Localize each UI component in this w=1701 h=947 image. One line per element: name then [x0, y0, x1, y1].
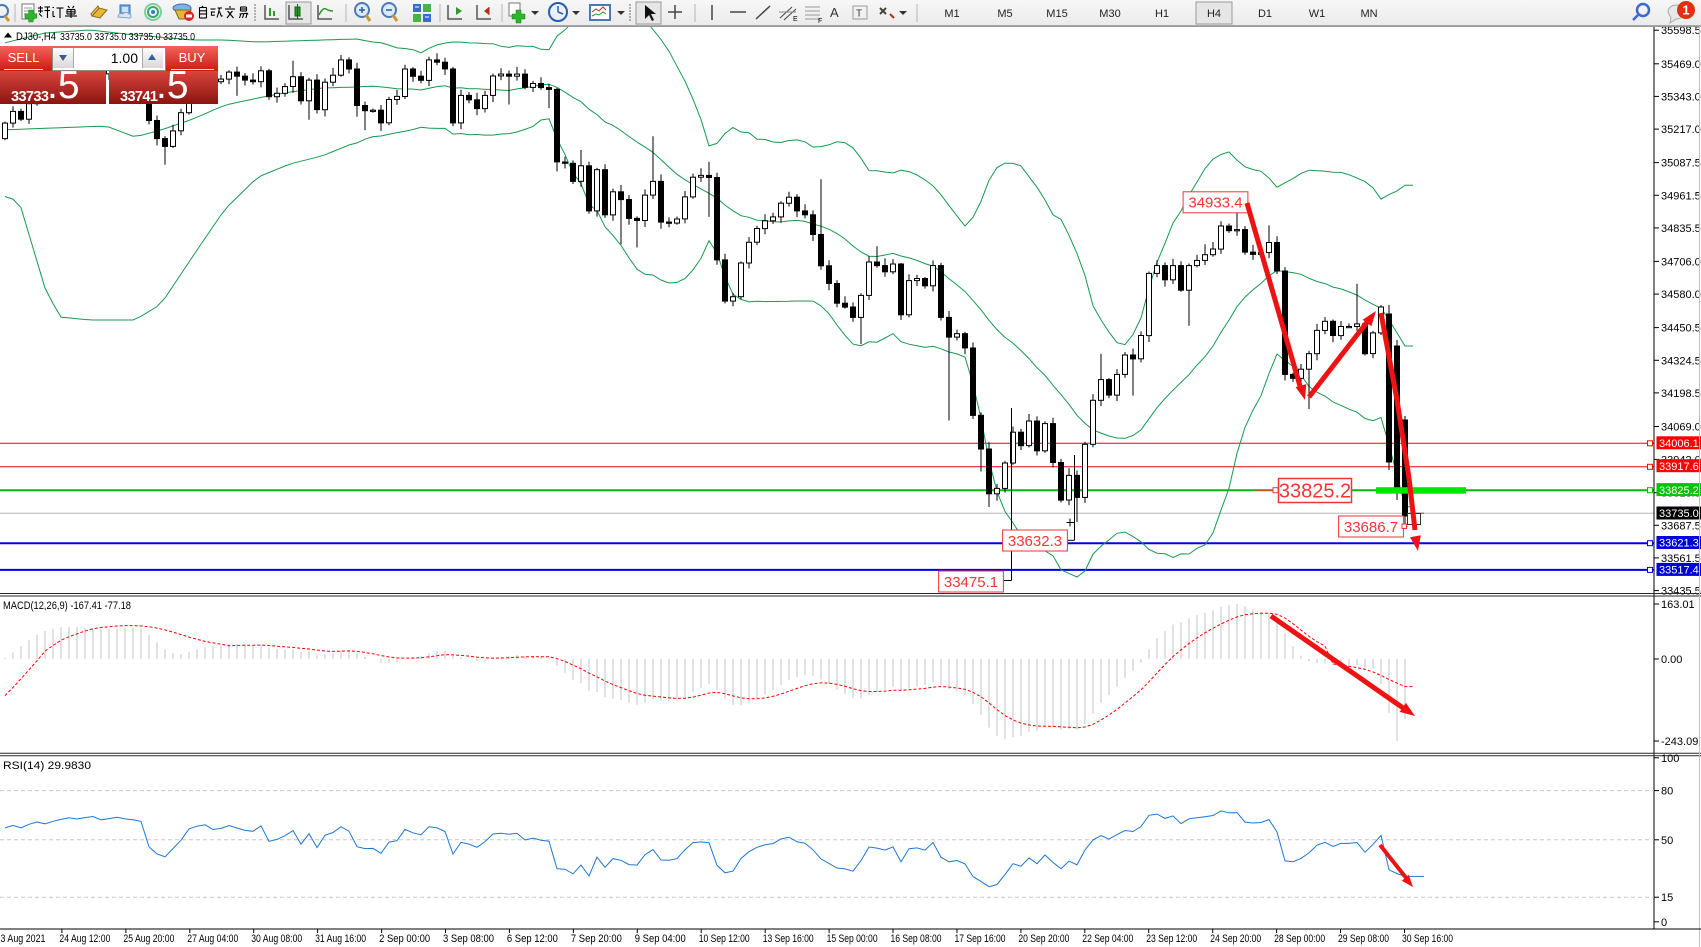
svg-text:27 Aug 04:00: 27 Aug 04:00	[187, 933, 238, 945]
svg-text:MN: MN	[1360, 8, 1377, 20]
svg-text:F: F	[818, 18, 822, 25]
svg-text:33735.0: 33735.0	[1659, 508, 1699, 520]
svg-text:35598.5: 35598.5	[1661, 26, 1701, 37]
svg-text:T: T	[856, 9, 862, 20]
svg-text:33917.6: 33917.6	[1659, 461, 1699, 473]
svg-text:H1: H1	[1155, 8, 1169, 20]
svg-text:34580.0: 34580.0	[1661, 289, 1701, 301]
svg-text:33686.7: 33686.7	[1344, 519, 1398, 536]
svg-text:33475.1: 33475.1	[944, 574, 998, 591]
svg-text:13 Sep 16:00: 13 Sep 16:00	[763, 933, 814, 945]
svg-text:33687.5: 33687.5	[1661, 520, 1701, 532]
svg-text:H4: H4	[1207, 8, 1221, 20]
svg-text:100: 100	[1661, 753, 1679, 765]
svg-text:80: 80	[1661, 786, 1673, 798]
svg-text:22 Sep 04:00: 22 Sep 04:00	[1082, 933, 1133, 945]
svg-text:24 Aug 12:00: 24 Aug 12:00	[59, 933, 110, 945]
svg-text:34450.5: 34450.5	[1661, 323, 1701, 335]
svg-text:A: A	[830, 5, 839, 20]
svg-text:M15: M15	[1046, 8, 1067, 20]
svg-text:17 Sep 16:00: 17 Sep 16:00	[955, 933, 1006, 945]
svg-text:0.00: 0.00	[1661, 654, 1682, 666]
svg-text:34961.5: 34961.5	[1661, 190, 1701, 202]
svg-text:35217.0: 35217.0	[1661, 124, 1701, 136]
svg-text:33621.3: 33621.3	[1659, 538, 1699, 550]
svg-text:30 Aug 08:00: 30 Aug 08:00	[251, 933, 302, 945]
svg-text:33435.5: 33435.5	[1661, 586, 1701, 598]
svg-text:33735.0 33735.0 33735.0 33735.: 33735.0 33735.0 33735.0 33735.0	[60, 31, 195, 43]
svg-text:34006.1: 34006.1	[1659, 438, 1699, 450]
svg-text:W1: W1	[1309, 8, 1326, 20]
svg-text:34706.0: 34706.0	[1661, 256, 1701, 268]
svg-text:20 Sep 20:00: 20 Sep 20:00	[1018, 933, 1069, 945]
svg-text:33825.2: 33825.2	[1279, 481, 1351, 503]
svg-text:M5: M5	[997, 8, 1012, 20]
svg-text:1: 1	[1682, 3, 1689, 18]
svg-text:7 Sep 20:00: 7 Sep 20:00	[571, 933, 622, 945]
svg-text:15 Sep 00:00: 15 Sep 00:00	[827, 933, 878, 945]
svg-text:33561.5: 33561.5	[1661, 553, 1701, 565]
svg-text:3 Sep 08:00: 3 Sep 08:00	[443, 933, 494, 945]
svg-text:35087.5: 35087.5	[1661, 158, 1701, 170]
svg-text:D1: D1	[1258, 8, 1272, 20]
svg-text:24 Sep 20:00: 24 Sep 20:00	[1210, 933, 1261, 945]
svg-text:34198.5: 34198.5	[1661, 388, 1701, 400]
svg-text:33517.4: 33517.4	[1659, 565, 1699, 577]
svg-text:34069.0: 34069.0	[1661, 422, 1701, 434]
svg-text:M30: M30	[1099, 8, 1120, 20]
svg-text:16 Sep 08:00: 16 Sep 08:00	[891, 933, 942, 945]
svg-text:50: 50	[1661, 835, 1673, 847]
svg-text:6 Sep 12:00: 6 Sep 12:00	[507, 933, 558, 945]
svg-text:35469.0: 35469.0	[1661, 59, 1701, 71]
svg-text:E: E	[793, 16, 798, 23]
svg-text:DJ30-,H4: DJ30-,H4	[16, 31, 56, 43]
svg-text:-243.09: -243.09	[1661, 736, 1698, 748]
svg-text:30 Sep 16:00: 30 Sep 16:00	[1402, 933, 1453, 945]
svg-text:34933.4: 34933.4	[1188, 195, 1242, 212]
svg-text:163.01: 163.01	[1661, 599, 1695, 611]
svg-text:23 Sep 12:00: 23 Sep 12:00	[1146, 933, 1197, 945]
svg-text:34835.5: 34835.5	[1661, 223, 1701, 235]
svg-text:2 Sep 00:00: 2 Sep 00:00	[379, 933, 430, 945]
svg-text:35343.0: 35343.0	[1661, 91, 1701, 103]
svg-text:31 Aug 16:00: 31 Aug 16:00	[315, 933, 366, 945]
svg-text:M1: M1	[944, 8, 959, 20]
svg-text:28 Sep 00:00: 28 Sep 00:00	[1274, 933, 1325, 945]
svg-text:10 Sep 12:00: 10 Sep 12:00	[699, 933, 750, 945]
svg-text:29 Sep 08:00: 29 Sep 08:00	[1338, 933, 1389, 945]
svg-text:25 Aug 20:00: 25 Aug 20:00	[123, 933, 174, 945]
svg-text:15: 15	[1661, 892, 1673, 904]
svg-text:34324.5: 34324.5	[1661, 355, 1701, 367]
svg-text:33632.3: 33632.3	[1008, 533, 1062, 550]
svg-text:23 Aug 2021: 23 Aug 2021	[0, 933, 46, 945]
svg-text:9 Sep 04:00: 9 Sep 04:00	[635, 933, 686, 945]
svg-text:0: 0	[1661, 917, 1667, 929]
svg-text:MACD(12,26,9) -167.41 -77.18: MACD(12,26,9) -167.41 -77.18	[3, 600, 131, 612]
svg-text:RSI(14) 29.9830: RSI(14) 29.9830	[3, 760, 91, 772]
svg-text:33825.2: 33825.2	[1659, 485, 1699, 497]
